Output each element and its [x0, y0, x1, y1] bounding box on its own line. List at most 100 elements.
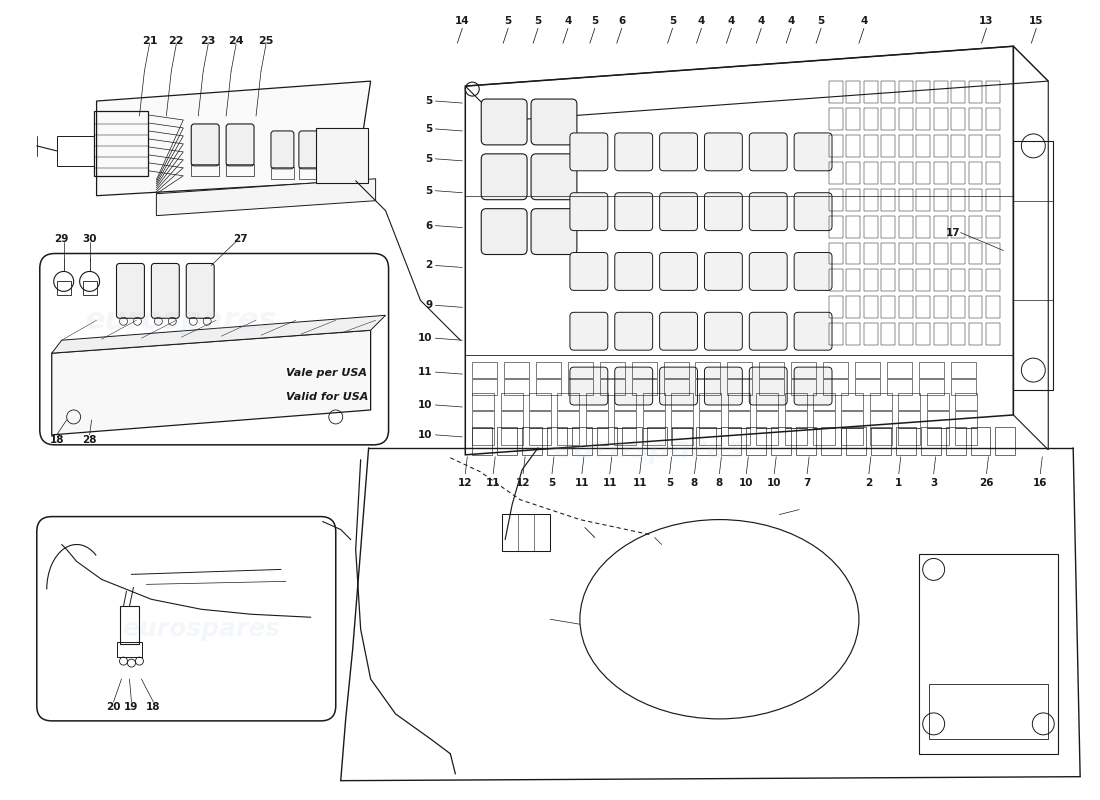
- Bar: [671, 411, 693, 428]
- Text: 8: 8: [716, 478, 723, 488]
- Bar: [671, 393, 693, 410]
- Bar: [497, 427, 517, 455]
- Bar: [771, 427, 791, 455]
- Bar: [952, 323, 965, 345]
- Bar: [986, 323, 1000, 345]
- Bar: [968, 108, 982, 130]
- Bar: [120, 606, 140, 644]
- Bar: [864, 296, 878, 318]
- FancyBboxPatch shape: [794, 193, 832, 230]
- Bar: [647, 427, 667, 455]
- Text: 5: 5: [666, 478, 673, 488]
- Bar: [934, 108, 947, 130]
- Polygon shape: [52, 330, 371, 435]
- Text: 18: 18: [146, 702, 161, 712]
- Bar: [899, 411, 921, 428]
- Bar: [864, 270, 878, 291]
- Bar: [600, 379, 625, 395]
- Bar: [700, 393, 722, 410]
- Bar: [536, 362, 561, 378]
- FancyBboxPatch shape: [117, 263, 144, 318]
- Bar: [472, 379, 497, 395]
- Bar: [823, 362, 848, 378]
- Bar: [916, 242, 931, 265]
- Polygon shape: [97, 81, 371, 196]
- Bar: [950, 362, 976, 378]
- Bar: [899, 216, 913, 238]
- Bar: [829, 189, 843, 210]
- Bar: [955, 428, 977, 445]
- Bar: [881, 323, 895, 345]
- Bar: [986, 135, 1000, 157]
- Bar: [558, 428, 580, 445]
- Bar: [918, 362, 944, 378]
- Bar: [847, 189, 860, 210]
- Bar: [728, 428, 750, 445]
- Text: 5: 5: [591, 16, 598, 26]
- Text: 4: 4: [728, 16, 735, 26]
- FancyBboxPatch shape: [749, 312, 788, 350]
- FancyBboxPatch shape: [481, 209, 527, 254]
- Bar: [934, 242, 947, 265]
- Bar: [847, 135, 860, 157]
- FancyBboxPatch shape: [660, 312, 697, 350]
- Text: 15: 15: [1030, 16, 1044, 26]
- Bar: [472, 427, 492, 455]
- Bar: [529, 411, 551, 428]
- Bar: [847, 296, 860, 318]
- Bar: [986, 81, 1000, 103]
- Bar: [503, 514, 550, 551]
- Bar: [500, 428, 522, 445]
- Text: 5: 5: [426, 186, 432, 196]
- Text: 19: 19: [124, 702, 139, 712]
- Text: 21: 21: [142, 36, 157, 46]
- Bar: [870, 393, 892, 410]
- Bar: [642, 393, 664, 410]
- Bar: [968, 323, 982, 345]
- Bar: [621, 427, 641, 455]
- Bar: [757, 393, 778, 410]
- Bar: [757, 428, 778, 445]
- Text: 12: 12: [458, 478, 473, 488]
- Text: 4: 4: [697, 16, 705, 26]
- Bar: [847, 162, 860, 184]
- Text: 2: 2: [426, 261, 432, 270]
- Bar: [952, 162, 965, 184]
- Bar: [955, 411, 977, 428]
- Bar: [529, 393, 551, 410]
- Bar: [842, 428, 864, 445]
- FancyBboxPatch shape: [570, 133, 608, 170]
- Bar: [952, 135, 965, 157]
- Bar: [631, 362, 657, 378]
- FancyBboxPatch shape: [704, 253, 742, 290]
- FancyBboxPatch shape: [327, 131, 350, 169]
- Bar: [597, 427, 617, 455]
- Text: 20: 20: [107, 702, 121, 712]
- FancyBboxPatch shape: [271, 131, 294, 169]
- Text: eurospares: eurospares: [122, 618, 280, 642]
- Bar: [227, 164, 254, 176]
- Bar: [870, 411, 892, 428]
- Bar: [842, 393, 864, 410]
- Bar: [916, 162, 931, 184]
- FancyBboxPatch shape: [152, 263, 179, 318]
- Bar: [847, 270, 860, 291]
- Bar: [934, 296, 947, 318]
- Text: 13: 13: [979, 16, 993, 26]
- Text: 4: 4: [860, 16, 868, 26]
- FancyBboxPatch shape: [749, 253, 788, 290]
- Bar: [864, 323, 878, 345]
- Bar: [829, 270, 843, 291]
- Bar: [784, 428, 806, 445]
- FancyBboxPatch shape: [570, 253, 608, 290]
- Text: 8: 8: [691, 478, 698, 488]
- Bar: [536, 379, 561, 395]
- Bar: [968, 216, 982, 238]
- Bar: [671, 428, 693, 445]
- Bar: [813, 411, 835, 428]
- Bar: [472, 362, 497, 378]
- Bar: [696, 427, 716, 455]
- Bar: [952, 242, 965, 265]
- Text: 12: 12: [516, 478, 530, 488]
- Bar: [916, 296, 931, 318]
